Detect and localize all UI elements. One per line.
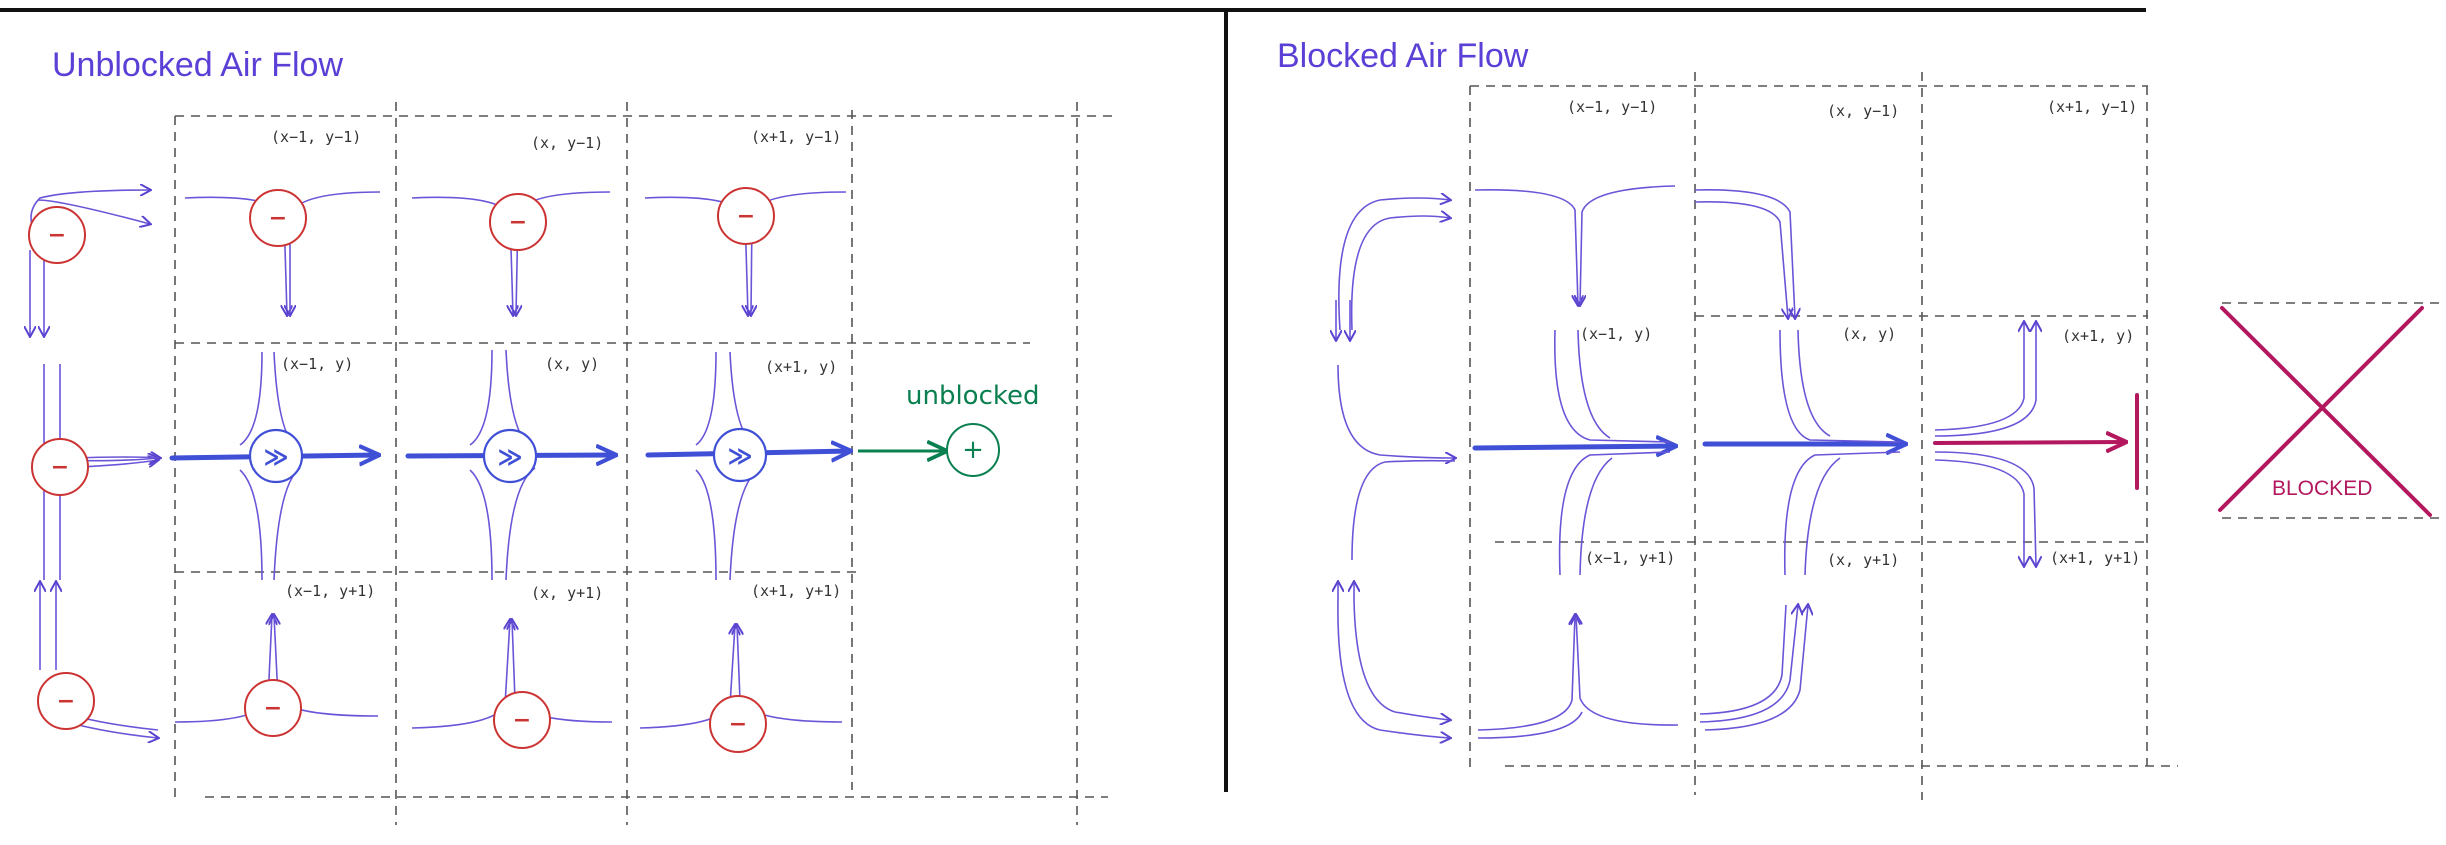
negative-symbol: − (509, 210, 527, 235)
right-panel: Blocked Air Flow (x−1, y−1) (x, y−1) (x+… (1277, 37, 2440, 800)
negative-symbol: − (57, 689, 75, 714)
fan-nodes: ≫ ≫ ≫ (248, 427, 768, 484)
negative-node (249, 189, 307, 247)
cell-label: (x, y−1) (531, 134, 603, 152)
cell-label: (x+1, y) (2062, 327, 2134, 345)
negative-symbol: − (729, 712, 747, 737)
negative-symbol: − (48, 223, 66, 248)
negative-symbol: − (51, 455, 69, 480)
left-panel-title: Unblocked Air Flow (52, 46, 343, 84)
cell-label: (x+1, y+1) (2050, 549, 2140, 567)
fan-node (482, 428, 538, 484)
negative-node (28, 206, 86, 264)
fan-node (712, 427, 768, 483)
unblocked-outlet: unblocked + (858, 381, 1040, 477)
fan-icon: ≫ (497, 443, 522, 471)
blocked-legend: BLOCKED (2218, 302, 2440, 519)
left-cell-labels: (x−1, y−1) (x, y−1) (x+1, y−1) (x−1, y) … (271, 128, 841, 602)
cell-label: (x−1, y+1) (1585, 549, 1675, 567)
negative-symbol: − (513, 708, 531, 733)
negative-node (31, 438, 89, 496)
fan-icon: ≫ (727, 442, 752, 470)
negative-node (244, 679, 302, 737)
blocked-flow (1933, 393, 2139, 490)
right-left-column-flows (1336, 198, 1455, 738)
cell-label: (x, y+1) (1827, 551, 1899, 569)
cell-label: (x−1, y) (281, 355, 353, 373)
fan-icon: ≫ (263, 443, 288, 471)
negative-node (489, 193, 547, 251)
negative-node (709, 695, 767, 753)
right-top-row-flows (1474, 185, 1795, 318)
negative-node (493, 691, 551, 749)
positive-node (946, 423, 1000, 477)
cell-label: (x, y−1) (1827, 102, 1899, 120)
blocked-label: BLOCKED (2272, 477, 2372, 500)
negative-symbol: − (264, 696, 282, 721)
negative-node (717, 187, 775, 245)
negative-nodes: − − − − − − − − − (28, 187, 775, 753)
cell-label: (x, y+1) (531, 584, 603, 602)
cell-label: (x+1, y−1) (751, 128, 841, 146)
right-bottom-row-flows (1477, 605, 1808, 739)
right-middle-row-flows (1472, 322, 2036, 576)
cell-label: (x−1, y) (1580, 325, 1652, 343)
cell-label: (x, y) (545, 355, 599, 373)
right-grid (1469, 72, 2178, 800)
unblocked-label: unblocked (906, 381, 1040, 411)
cell-label: (x−1, y−1) (1567, 98, 1657, 116)
cell-label: (x+1, y−1) (2047, 98, 2137, 116)
right-cell-labels: (x−1, y−1) (x, y−1) (x+1, y−1) (x−1, y) … (1567, 98, 2140, 569)
cell-label: (x+1, y) (765, 358, 837, 376)
cell-label: (x, y) (1842, 325, 1896, 343)
negative-node (37, 672, 95, 730)
cell-label: (x−1, y+1) (285, 582, 375, 600)
positive-symbol: + (962, 435, 984, 465)
negative-symbol: − (737, 204, 755, 229)
fan-node (248, 428, 304, 484)
right-panel-title: Blocked Air Flow (1277, 37, 1529, 75)
cell-label: (x−1, y−1) (271, 128, 361, 146)
negative-symbol: − (269, 206, 287, 231)
left-panel: Unblocked Air Flow (x−1, y−1) (x, y−1) (… (29, 46, 1115, 825)
cell-label: (x+1, y+1) (751, 582, 841, 600)
